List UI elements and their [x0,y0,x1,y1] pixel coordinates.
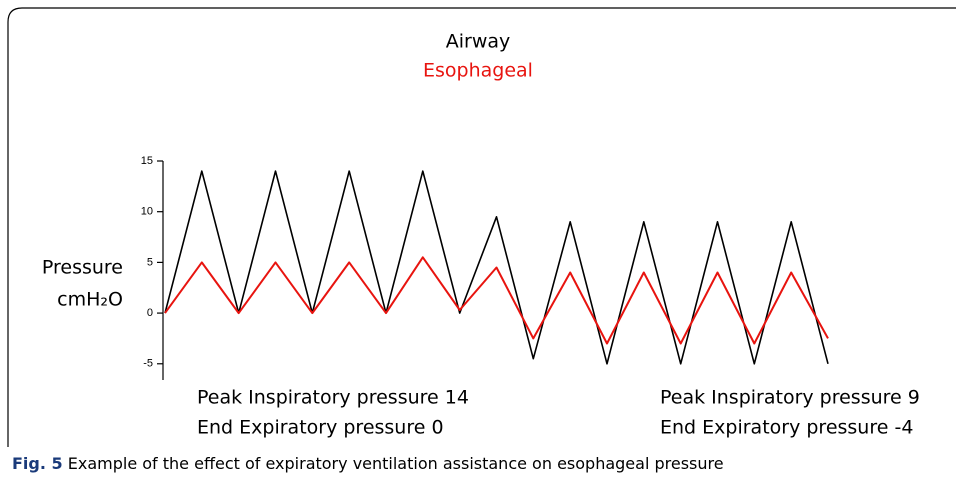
y-tick-label: 15 [141,155,153,167]
frame [7,7,956,447]
legend-entry: Esophageal [423,60,533,82]
annotation: End Expiratory pressure 0 [197,417,444,439]
legend-entry: Airway [446,31,511,53]
y-axis-label: Pressure [42,257,123,279]
caption-label: Fig. 5 [12,454,63,473]
y-tick-label: 5 [147,256,153,268]
y-tick-label: -5 [143,358,153,370]
series-line [164,256,829,345]
annotation: Peak Inspiratory pressure 14 [197,387,469,409]
annotation: End Expiratory pressure -4 [660,417,913,439]
y-tick-label: 10 [141,206,153,218]
series-line [164,170,829,365]
y-axis-label: cmH₂O [57,289,123,311]
y-tick-label: 0 [147,307,153,319]
caption-text: Example of the effect of expiratory vent… [68,454,724,473]
caption: Fig. 5 Example of the effect of expirato… [12,454,724,473]
annotation: Peak Inspiratory pressure 9 [660,387,920,409]
